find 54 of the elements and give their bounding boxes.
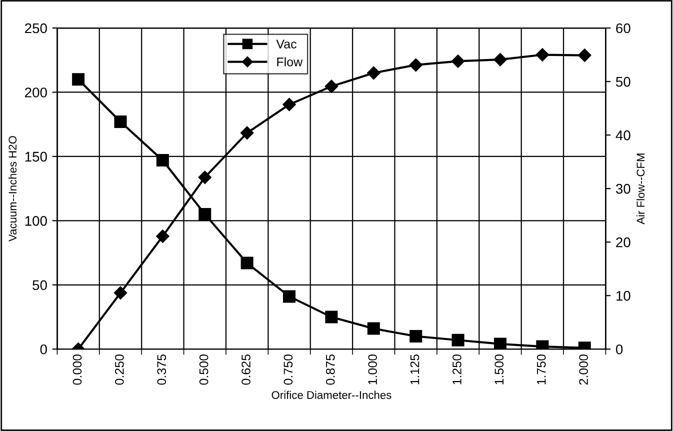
x-tick-label: 0.625 (242, 354, 250, 385)
point (198, 208, 212, 220)
point (367, 322, 380, 335)
point (452, 334, 464, 346)
y-tick-label: 0 (40, 344, 47, 354)
x-tick-label: 2.000 (579, 354, 588, 385)
x-tick-label: 1.125 (410, 354, 420, 384)
y2-tick-label: 30 (616, 184, 630, 194)
point (240, 126, 254, 140)
point (114, 286, 128, 300)
point (240, 256, 254, 270)
point (156, 154, 169, 167)
y2-tick-label: 40 (616, 130, 630, 140)
point (156, 230, 170, 243)
x-tick-label: 1.250 (452, 354, 462, 384)
point (283, 290, 296, 303)
x-tick-label: 0.500 (199, 354, 208, 385)
y2-tick-label: 0 (616, 344, 623, 354)
y-tick-label: 100 (25, 216, 47, 226)
point (494, 53, 507, 66)
x-tick-label: 1.000 (368, 354, 377, 384)
x-axis-title: Orifice Diameter--Inches (272, 390, 392, 399)
y-axis-title: Vacuum--Inches H2O (8, 136, 17, 242)
y-tick-label: 200 (25, 88, 47, 98)
point (114, 116, 127, 128)
y2-tick-label: 50 (616, 76, 630, 87)
y-tick-label: 50 (32, 280, 47, 290)
point (410, 330, 422, 343)
y-tick-label: 150 (25, 152, 47, 162)
point (324, 80, 338, 93)
x-tick-label: 0.875 (326, 354, 335, 385)
legend-label: Vac (276, 40, 296, 48)
y2-tick-label: 10 (616, 290, 630, 301)
x-tick-label: 0.250 (114, 354, 124, 385)
x-tick-label: 0.375 (157, 354, 166, 385)
point (198, 170, 212, 184)
x-tick-label: 0.750 (284, 354, 293, 385)
point (72, 73, 85, 86)
y-tick-label: 250 (25, 23, 47, 34)
point (325, 310, 338, 324)
point (282, 98, 296, 112)
point (494, 338, 506, 350)
point (367, 66, 380, 80)
y2-tick-label: 60 (616, 23, 630, 34)
y2-axis-title: Air Flow--CFM (636, 154, 645, 224)
x-tick-label: 1.750 (536, 354, 546, 384)
point (536, 48, 549, 62)
x-tick-label: 1.500 (494, 354, 504, 384)
point (451, 54, 465, 68)
point (409, 58, 422, 72)
legend-label: Flow (277, 57, 303, 66)
point (578, 48, 592, 62)
x-tick-label: 0.000 (72, 354, 82, 385)
y2-tick-label: 20 (616, 237, 630, 248)
